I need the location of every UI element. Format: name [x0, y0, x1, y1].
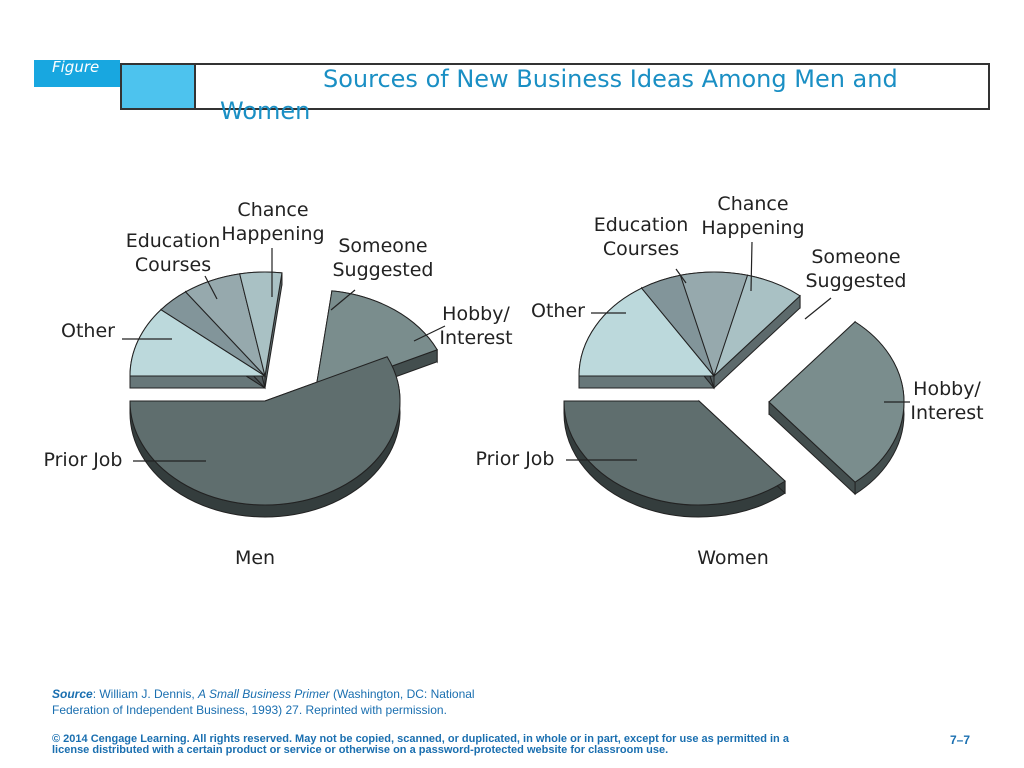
slice-hobby-interest — [314, 290, 438, 395]
leader-line — [413, 325, 446, 342]
page-title: Sources of New Business Ideas Among Men … — [220, 65, 898, 125]
slice-label-line: Someone — [811, 246, 900, 268]
slice-label-line: Interest — [910, 402, 983, 424]
slice-other — [578, 287, 716, 377]
title-accent — [122, 65, 196, 108]
leader-line — [750, 241, 753, 292]
slice-label: Education Courses — [594, 214, 689, 260]
source-rest: (Washington, DC: National Federation of … — [52, 687, 475, 717]
slice-label: Education Courses — [126, 230, 221, 276]
slice-label: Prior Job — [476, 448, 555, 470]
source-book: A Small Business Primer — [198, 687, 330, 701]
slice-label-line: Chance — [717, 193, 788, 215]
slice-label-line: Prior Job — [476, 448, 555, 470]
copyright-notice: © 2014 Cengage Learning. All rights rese… — [52, 733, 789, 756]
slice-label-line: Courses — [135, 254, 211, 276]
slice-other — [129, 309, 267, 377]
slice-label: Prior Job — [44, 449, 123, 471]
slice-label: Chance Happening — [221, 199, 324, 245]
slice-label-line: Suggested — [332, 259, 433, 281]
leader-line — [204, 275, 218, 300]
slice-label: Chance Happening — [701, 193, 804, 239]
slice-label-line: Hobby/ — [913, 378, 981, 400]
slice-label-line: Other — [531, 300, 585, 322]
slice-label-line: Other — [61, 320, 115, 342]
slice-label-line: Chance — [237, 199, 308, 221]
slice-label: Someone Suggested — [805, 246, 906, 292]
slice-label: Someone Suggested — [332, 235, 433, 281]
leader-line — [330, 289, 356, 311]
slice-label-line: Someone — [338, 235, 427, 257]
leader-line — [804, 297, 832, 320]
slice-prior-job — [563, 400, 786, 506]
slice-label: Other — [531, 300, 585, 322]
slice-edge — [578, 375, 715, 389]
source-label: Source — [52, 687, 93, 701]
source-colon: : William J. Dennis, — [92, 687, 199, 701]
slice-label-line: Happening — [701, 217, 804, 239]
slice-label: Other — [61, 320, 115, 342]
slice-someone-suggested — [239, 271, 283, 377]
slice-prior-job — [129, 356, 401, 506]
slice-label: Hobby/Interest — [439, 303, 512, 349]
slice-label-line: Suggested — [805, 270, 906, 292]
source-citation: Source: William J. Dennis, A Small Busin… — [52, 686, 532, 718]
slice-edge — [129, 375, 266, 389]
pie-title: Men — [235, 547, 275, 569]
slice-label-line: Prior Job — [44, 449, 123, 471]
page-number: 7–7 — [950, 733, 971, 747]
slice-label-line: Education — [594, 214, 689, 236]
slice-label-line: Courses — [603, 238, 679, 260]
slice-label: Hobby/Interest — [910, 378, 983, 424]
pie-title: Women — [697, 547, 769, 569]
slice-label-line: Interest — [439, 327, 512, 349]
slice-label-line: Education — [126, 230, 221, 252]
figure-label: Figure — [52, 58, 100, 76]
leader-line — [675, 268, 687, 284]
slice-someone-suggested — [713, 274, 801, 377]
slice-label-line: Hobby/ — [442, 303, 510, 325]
title-box: Sources of New Business Ideas Among Men … — [120, 63, 990, 125]
figure-tab: Figure — [34, 58, 120, 87]
slice-label-line: Happening — [221, 223, 324, 245]
